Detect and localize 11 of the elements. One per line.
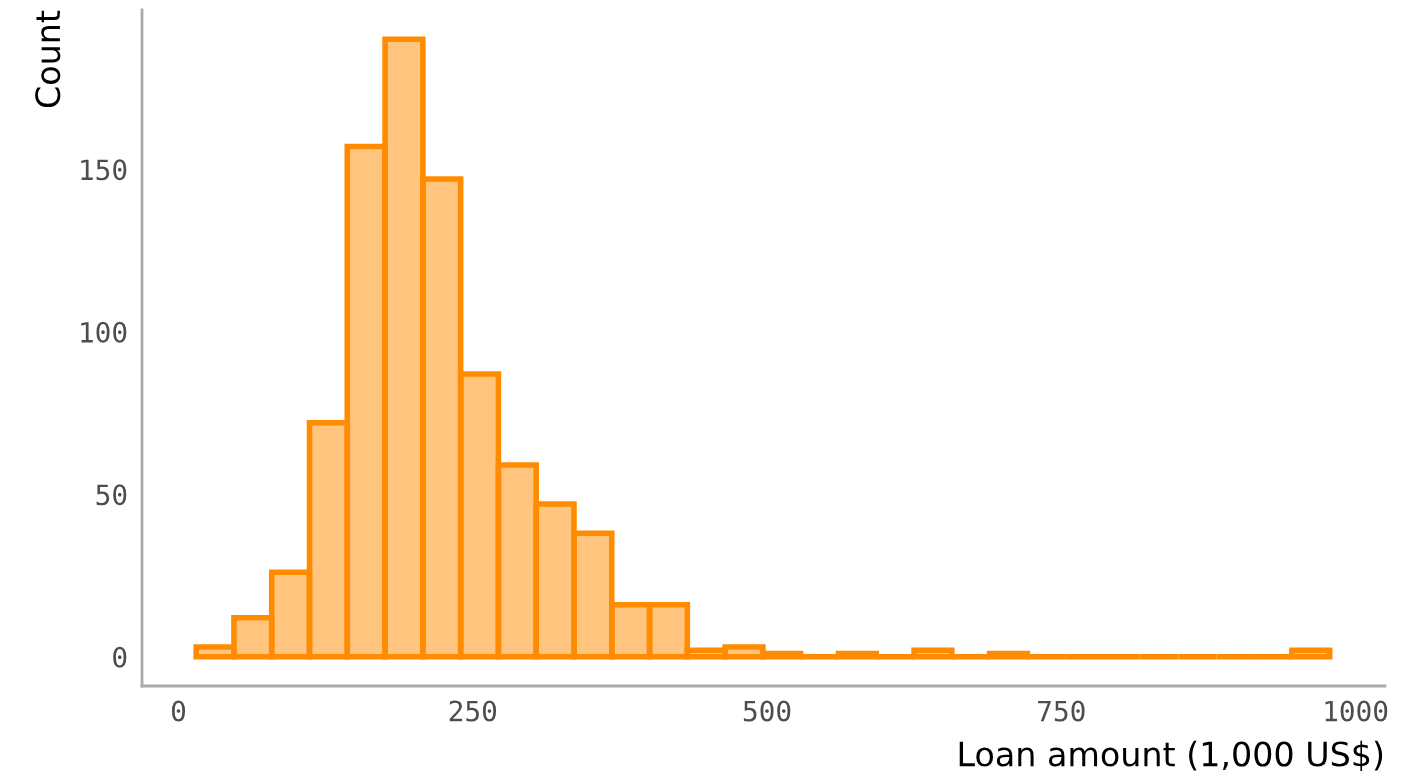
- y-tick-label: 50: [96, 484, 127, 506]
- y-tick-label: 0: [113, 646, 127, 668]
- y-tick-label: 150: [81, 159, 127, 181]
- x-tick-label: 1000: [1325, 700, 1388, 722]
- x-tick-label: 250: [449, 700, 497, 722]
- x-tick-label: 500: [743, 700, 791, 722]
- x-tick-label: 0: [171, 700, 186, 722]
- y-axis-title: Count: [35, 10, 61, 108]
- x-tick-label: 750: [1038, 700, 1085, 722]
- x-axis-title: Loan amount (1,000 US$): [959, 740, 1383, 772]
- y-tick-label: 100: [81, 321, 127, 343]
